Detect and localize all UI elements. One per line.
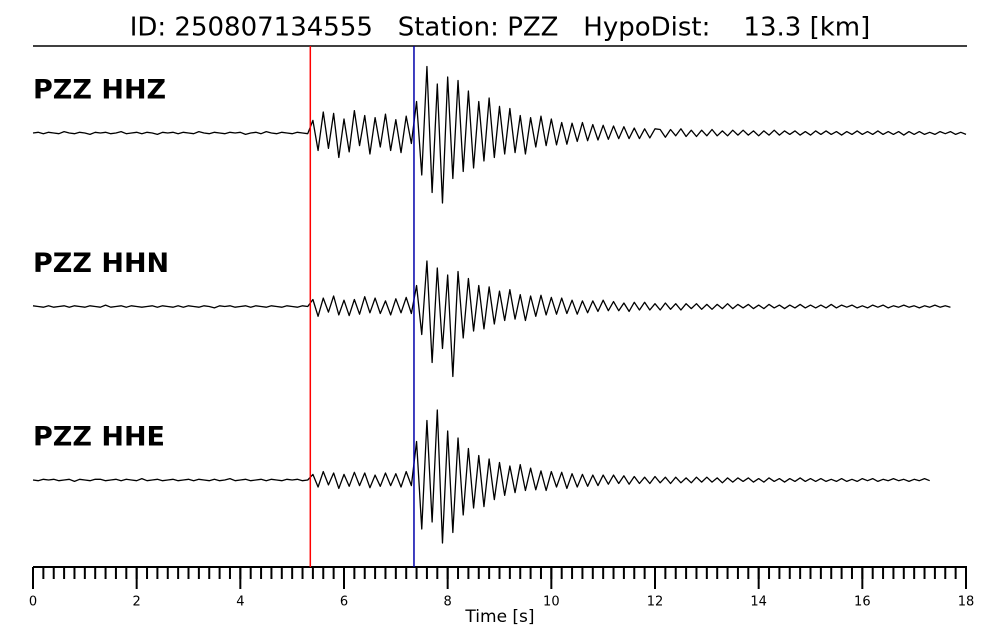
- x-axis-label: Time [s]: [464, 607, 534, 627]
- trace-label: PZZ HHE: [33, 422, 165, 453]
- x-tick-label: 0: [29, 595, 37, 610]
- trace-label: PZZ HHN: [33, 248, 169, 279]
- x-tick-label: 12: [647, 595, 664, 610]
- x-tick-label: 4: [236, 595, 244, 610]
- x-tick-label: 16: [854, 595, 871, 610]
- x-tick-label: 8: [444, 595, 452, 610]
- trace-label: PZZ HHZ: [33, 75, 166, 106]
- chart-title: ID: 250807134555 Station: PZZ HypoDist: …: [130, 13, 871, 43]
- x-tick-label: 10: [543, 595, 560, 610]
- x-tick-label: 6: [340, 595, 348, 610]
- x-tick-label: 18: [958, 595, 975, 610]
- waveform: [32, 65, 967, 204]
- waveform: [32, 260, 951, 378]
- waveform: [32, 409, 930, 544]
- x-tick-label: 2: [133, 595, 141, 610]
- x-tick-label: 14: [750, 595, 767, 610]
